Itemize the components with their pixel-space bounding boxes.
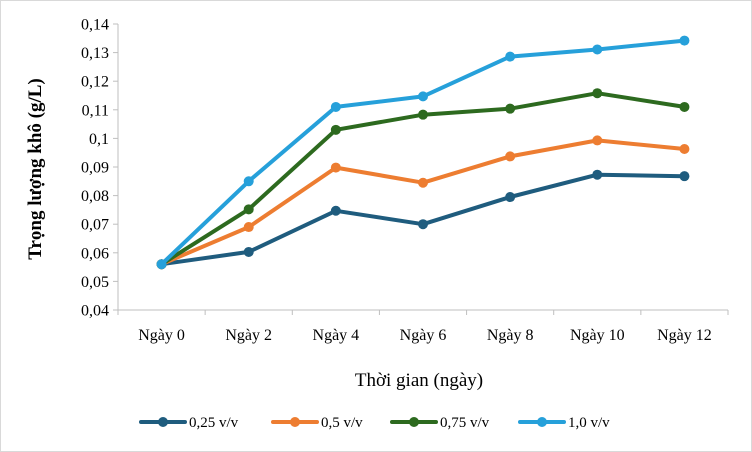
y-axis: 0,04 0,05 0,06 0,07 0,08 0,09 0,1 0,11 0,12 0,13 0… — [81, 17, 119, 320]
y-tick-label: 0,14 — [81, 17, 109, 34]
data-point — [592, 88, 603, 99]
legend-swatch-marker — [409, 417, 419, 427]
data-point — [592, 169, 603, 180]
x-axis: Ngày 0 Ngày 2 Ngày 4 Ngày 6 Ngày 8 Ngày 10 Ngà… — [117, 309, 729, 344]
legend-label: 0,5 v/v — [321, 415, 363, 431]
data-point — [418, 109, 428, 120]
data-point — [243, 246, 254, 257]
x-tick-label: Ngày 4 — [313, 327, 360, 344]
data-point — [679, 35, 690, 46]
y-tick-label: 0,05 — [81, 274, 109, 291]
data-point — [505, 192, 516, 203]
data-point — [243, 204, 254, 215]
data-point — [505, 51, 516, 62]
legend-label: 0,25 v/v — [189, 415, 239, 431]
data-point — [156, 259, 167, 270]
x-tick-label: Ngày 6 — [400, 327, 447, 344]
data-point — [679, 143, 690, 154]
y-tick-label: 0,11 — [82, 102, 109, 119]
x-tick-label: Ngày 2 — [225, 327, 272, 344]
series-1 — [156, 135, 690, 270]
data-point — [505, 103, 516, 114]
data-point — [243, 222, 254, 233]
y-tick-label: 0,08 — [81, 188, 109, 205]
x-tick-label: Ngày 8 — [487, 327, 534, 344]
legend-label: 1,0 v/v — [568, 415, 610, 431]
data-point — [330, 162, 341, 173]
legend-swatch-marker — [158, 417, 168, 427]
y-tick-label: 0,12 — [81, 74, 109, 91]
legend: 0,25 v/v 0,5 v/v 0,75 v/v 1,0 v/v — [139, 415, 610, 431]
data-point — [418, 91, 428, 102]
data-point — [592, 135, 603, 146]
y-tick-label: 0,09 — [81, 160, 109, 177]
series-3 — [156, 35, 690, 270]
legend-item: 0,25 v/v — [139, 415, 239, 431]
legend-item: 1,0 v/v — [518, 415, 610, 431]
x-tick-label: Ngày 0 — [138, 327, 185, 344]
data-point — [330, 101, 341, 112]
y-tick-label: 0,07 — [81, 217, 109, 234]
series-group — [156, 35, 690, 270]
legend-item: 0,75 v/v — [390, 415, 490, 431]
data-point — [330, 205, 341, 216]
x-tick-label: Ngày 10 — [570, 327, 625, 344]
data-point — [679, 171, 690, 182]
legend-item: 0,5 v/v — [271, 415, 363, 431]
data-point — [505, 151, 516, 162]
y-tick-label: 0,04 — [81, 303, 109, 320]
series-line — [159, 138, 687, 267]
legend-label: 0,75 v/v — [440, 415, 490, 431]
data-point — [592, 44, 603, 55]
y-axis-label: Trọng lượng khô (g/L) — [25, 78, 46, 260]
data-point — [418, 177, 428, 188]
data-point — [418, 219, 428, 230]
x-axis-label: Thời gian (ngày) — [355, 370, 483, 391]
y-tick-label: 0,1 — [89, 131, 109, 148]
legend-swatch-marker — [537, 417, 547, 427]
x-tick-label: Ngày 12 — [657, 327, 712, 344]
data-point — [330, 124, 341, 135]
data-point — [243, 176, 254, 187]
data-point — [679, 101, 690, 112]
legend-swatch-marker — [290, 417, 300, 427]
y-tick-label: 0,13 — [81, 45, 109, 62]
y-tick-label: 0,06 — [81, 245, 109, 262]
